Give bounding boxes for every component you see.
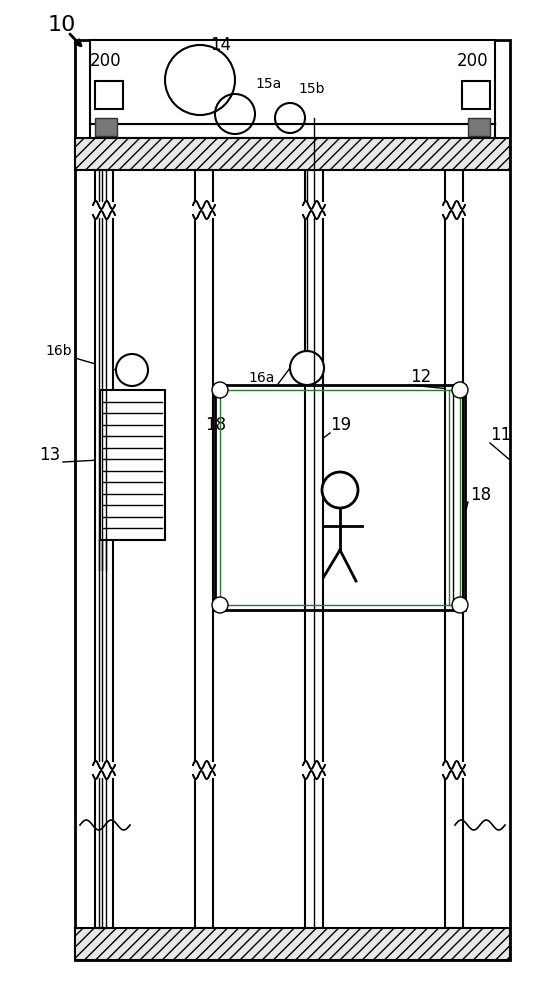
- Bar: [462, 81, 490, 109]
- Bar: [445, 170, 463, 928]
- Bar: [93, 762, 115, 778]
- Bar: [305, 170, 323, 928]
- Bar: [75, 40, 510, 960]
- Bar: [303, 202, 325, 218]
- Text: 18: 18: [205, 416, 226, 434]
- Text: 16b: 16b: [45, 344, 72, 358]
- Bar: [90, 40, 495, 124]
- Bar: [303, 762, 325, 778]
- Circle shape: [212, 597, 228, 613]
- Bar: [95, 118, 117, 136]
- Bar: [93, 202, 115, 218]
- Text: 200: 200: [457, 52, 489, 70]
- Circle shape: [116, 354, 148, 386]
- Bar: [75, 928, 510, 960]
- Bar: [443, 762, 465, 778]
- Bar: [468, 118, 490, 136]
- Bar: [193, 202, 215, 218]
- Text: 15a: 15a: [255, 77, 281, 91]
- Text: 15b: 15b: [298, 82, 325, 96]
- Text: 19: 19: [330, 416, 351, 434]
- Text: 16a: 16a: [249, 371, 275, 385]
- Bar: [100, 390, 165, 540]
- Bar: [443, 202, 465, 218]
- Bar: [90, 124, 495, 138]
- Text: 18: 18: [470, 486, 491, 504]
- Text: 10: 10: [48, 15, 76, 35]
- Bar: [95, 81, 123, 109]
- Bar: [75, 138, 510, 170]
- Text: 12: 12: [410, 368, 431, 386]
- Bar: [193, 762, 215, 778]
- Bar: [195, 170, 213, 928]
- Text: 11: 11: [490, 426, 511, 444]
- Bar: [95, 170, 113, 928]
- Circle shape: [452, 382, 468, 398]
- Circle shape: [212, 382, 228, 398]
- Text: 14: 14: [210, 36, 231, 54]
- Bar: [215, 385, 465, 610]
- Circle shape: [322, 472, 358, 508]
- Circle shape: [290, 351, 324, 385]
- Text: 13: 13: [39, 446, 60, 464]
- Text: 200: 200: [90, 52, 122, 70]
- Circle shape: [452, 597, 468, 613]
